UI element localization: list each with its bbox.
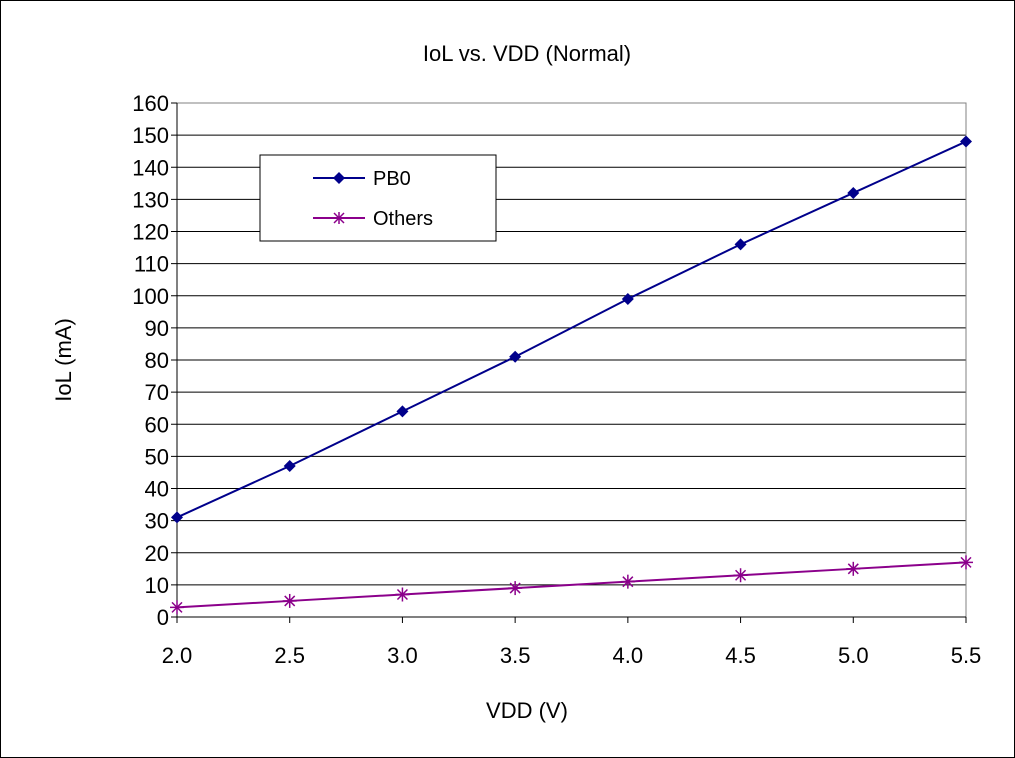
x-tick-label-5: 4.5 (725, 643, 756, 668)
y-tick-label-5: 50 (145, 444, 169, 469)
y-tick-label-2: 20 (145, 541, 169, 566)
legend-marker-others (333, 212, 345, 224)
data-point-others-0 (170, 600, 184, 615)
y-tick-label-10: 100 (132, 284, 169, 309)
y-axis-label: IoL (mA) (51, 318, 76, 402)
x-tick-label-6: 5.0 (838, 643, 869, 668)
data-point-others-4 (620, 574, 635, 589)
x-tick-label-0: 2.0 (162, 643, 193, 668)
x-axis-label: VDD (V) (486, 698, 568, 723)
legend: PB0 Others (259, 154, 497, 242)
x-tick-label-4: 4.0 (613, 643, 644, 668)
data-point-others-1 (282, 593, 297, 608)
legend-marker-pb0 (333, 172, 345, 184)
y-tick-label-9: 90 (145, 316, 169, 341)
data-point-others-7 (959, 555, 973, 570)
y-tick-label-16: 160 (132, 91, 169, 116)
y-tick-label-3: 30 (145, 509, 169, 534)
y-tick-label-12: 120 (132, 220, 169, 245)
y-tick-label-8: 80 (145, 348, 169, 373)
tick-labels: 0 10 20 30 40 50 60 70 80 90 100 110 120 130 140 150 160… (132, 91, 981, 668)
y-tick-label-1: 10 (145, 573, 169, 598)
x-tick-label-3: 3.5 (500, 643, 531, 668)
y-tick-label-11: 110 (134, 252, 169, 277)
x-tick-label-1: 2.5 (274, 643, 305, 668)
x-tick-label-2: 3.0 (387, 643, 418, 668)
data-point-others-5 (733, 568, 748, 583)
y-tick-label-13: 130 (132, 187, 169, 212)
data-point-pb0-5 (734, 238, 747, 251)
y-tick-label-6: 60 (145, 412, 169, 437)
x-tick-label-7: 5.5 (951, 643, 982, 668)
data-point-others-6 (846, 561, 861, 576)
series-line-others (176, 561, 967, 609)
data-point-pb0-2 (396, 405, 409, 418)
y-tick-label-0: 0 (157, 605, 169, 630)
data-point-pb0-6 (847, 186, 860, 199)
data-point-pb0-3 (509, 350, 522, 363)
y-tick-label-14: 140 (132, 155, 169, 180)
data-point-others-2 (395, 587, 410, 602)
chart-title: IoL vs. VDD (Normal) (423, 41, 631, 66)
y-tick-label-15: 150 (132, 123, 169, 148)
data-point-pb0-7 (960, 135, 972, 148)
data-point-pb0-1 (283, 460, 296, 473)
data-point-pb0-4 (621, 292, 634, 305)
data-point-pb0-0 (171, 511, 183, 524)
series-line-pb0 (176, 140, 967, 519)
legend-box (259, 154, 497, 242)
axes (171, 102, 967, 623)
legend-label-others: Others (373, 208, 433, 230)
series (170, 135, 973, 615)
legend-label-pb0: PB0 (373, 168, 411, 190)
y-tick-label-4: 40 (145, 477, 169, 502)
y-tick-label-7: 70 (145, 380, 169, 405)
data-point-others-3 (508, 581, 523, 596)
